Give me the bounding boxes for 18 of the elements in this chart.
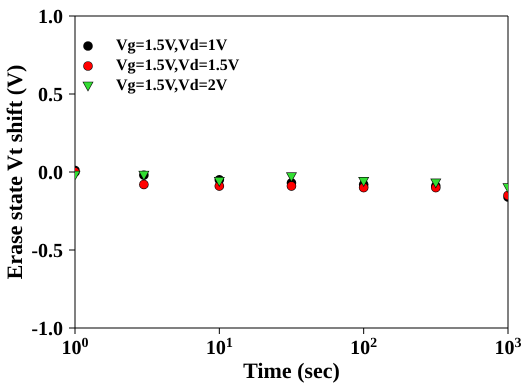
y-tick-label: 1.0 xyxy=(38,6,63,28)
y-tick-label: -0.5 xyxy=(31,240,63,262)
y-tick-label: -1.0 xyxy=(31,318,63,340)
x-tick-label: 10$^{3}$ xyxy=(494,336,522,359)
y-tick-label: 0.5 xyxy=(38,84,63,106)
point xyxy=(430,178,442,188)
y-axis-title: Erase state Vt shift (V) xyxy=(2,64,27,280)
point xyxy=(358,177,369,187)
x-tick-label: 10$^{1}$ xyxy=(206,336,233,359)
legend-label: Vg=1.5V,Vd=2V xyxy=(116,76,228,96)
legend-label: Vg=1.5V,Vd=1.5V xyxy=(116,56,240,76)
y-tick-label: 0.0 xyxy=(38,162,63,184)
x-axis-title: Time (sec) xyxy=(243,358,340,383)
x-tick-label: 10$^{2}$ xyxy=(350,336,378,359)
point xyxy=(286,181,296,191)
point xyxy=(286,172,297,182)
x-tick-label: 10$^{0}$ xyxy=(62,336,88,359)
legend-label: Vg=1.5V,Vd=1V xyxy=(116,36,228,56)
